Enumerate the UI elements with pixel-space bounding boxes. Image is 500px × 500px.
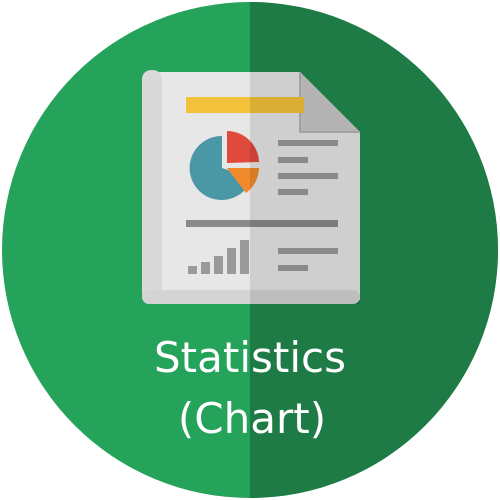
text-line	[278, 248, 338, 254]
icon-label-line1: Statistics	[154, 333, 346, 382]
bar	[201, 262, 210, 274]
pie-slice-main	[189, 135, 252, 200]
paper-bottom-curl	[142, 290, 360, 304]
bar	[227, 248, 236, 274]
paper-spine	[142, 70, 162, 302]
document-icon	[142, 70, 360, 304]
text-line	[278, 173, 338, 179]
bar	[214, 256, 223, 274]
bar-chart-icon	[188, 240, 249, 274]
text-lines-lower	[278, 248, 338, 271]
bar	[240, 240, 249, 274]
text-lines-upper	[278, 140, 338, 195]
document-shadow-overlay	[250, 72, 360, 304]
pie-chart-icon	[189, 130, 259, 200]
icon-label-line2: (Chart)	[178, 394, 326, 443]
pie-slice-orange	[227, 168, 259, 193]
pie-slice-red	[227, 130, 259, 163]
text-line	[278, 140, 338, 146]
divider-line	[186, 220, 338, 227]
paper-fold-edge	[299, 72, 360, 133]
text-line	[278, 157, 308, 163]
header-bar	[186, 97, 304, 113]
bar	[188, 266, 197, 274]
text-line	[278, 189, 308, 195]
text-line	[278, 265, 308, 271]
paper-folded-corner	[300, 72, 360, 132]
